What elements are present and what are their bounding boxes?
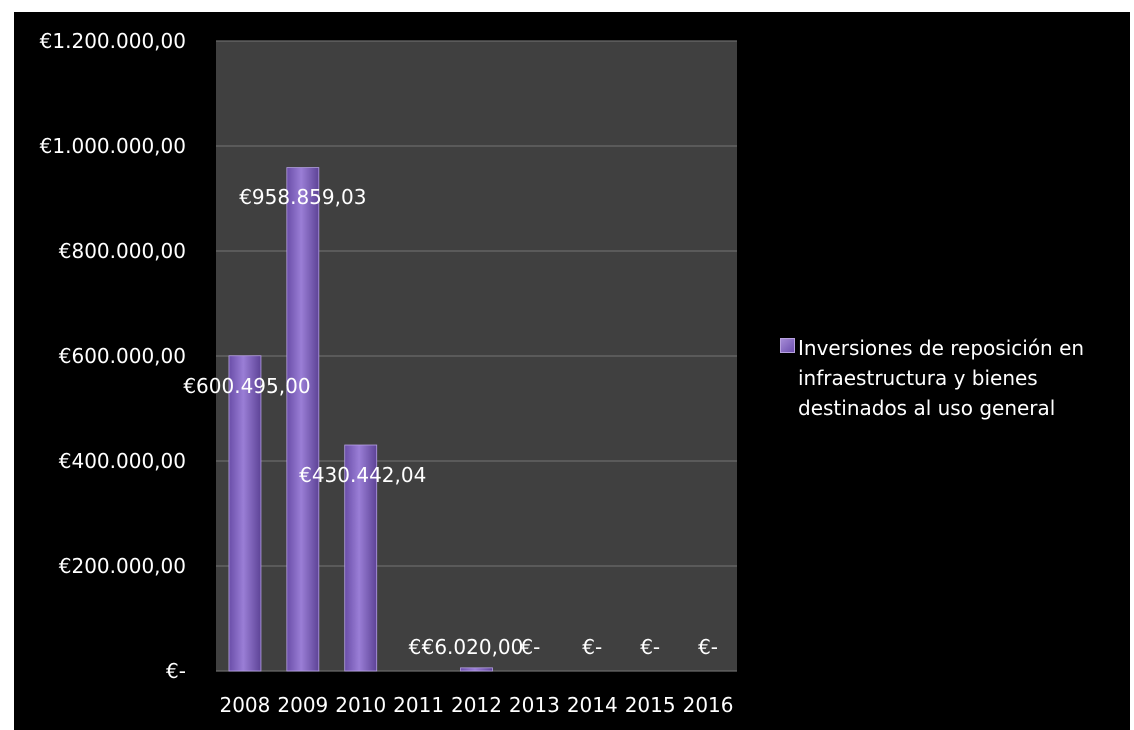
data-label: €600.495,00	[183, 374, 310, 398]
legend: Inversiones de reposición en infraestruc…	[780, 333, 1120, 423]
data-label: €-	[520, 635, 540, 659]
x-tick-label: 2015	[625, 693, 676, 717]
data-label: €-	[582, 635, 602, 659]
x-tick-label: 2008	[219, 693, 270, 717]
data-label: €-	[640, 635, 660, 659]
bar	[286, 167, 320, 672]
y-tick-label: €1.000.000,00	[40, 134, 186, 158]
bar	[228, 355, 262, 672]
y-tick-label: €600.000,00	[59, 344, 186, 368]
y-tick-label: €400.000,00	[59, 449, 186, 473]
bar	[344, 444, 378, 672]
y-tick-label: €800.000,00	[59, 239, 186, 263]
x-tick-label: 2011	[393, 693, 444, 717]
y-tick-label: €200.000,00	[59, 554, 186, 578]
data-label: €958.859,03	[239, 185, 366, 209]
legend-swatch	[780, 338, 795, 353]
y-tick-label: €-	[166, 659, 186, 683]
data-label: €6.020,00	[422, 635, 524, 659]
data-label: €-	[409, 635, 429, 659]
legend-label: Inversiones de reposición en infraestruc…	[798, 336, 1085, 420]
x-tick-label: 2014	[567, 693, 618, 717]
x-tick-label: 2010	[335, 693, 386, 717]
bar	[460, 667, 493, 672]
data-label: €-	[698, 635, 718, 659]
data-label: €430.442,04	[299, 463, 426, 487]
y-tick-label: €1.200.000,00	[40, 29, 186, 53]
x-tick-label: 2013	[509, 693, 560, 717]
x-tick-label: 2016	[683, 693, 734, 717]
x-tick-label: 2012	[451, 693, 502, 717]
x-tick-label: 2009	[277, 693, 328, 717]
